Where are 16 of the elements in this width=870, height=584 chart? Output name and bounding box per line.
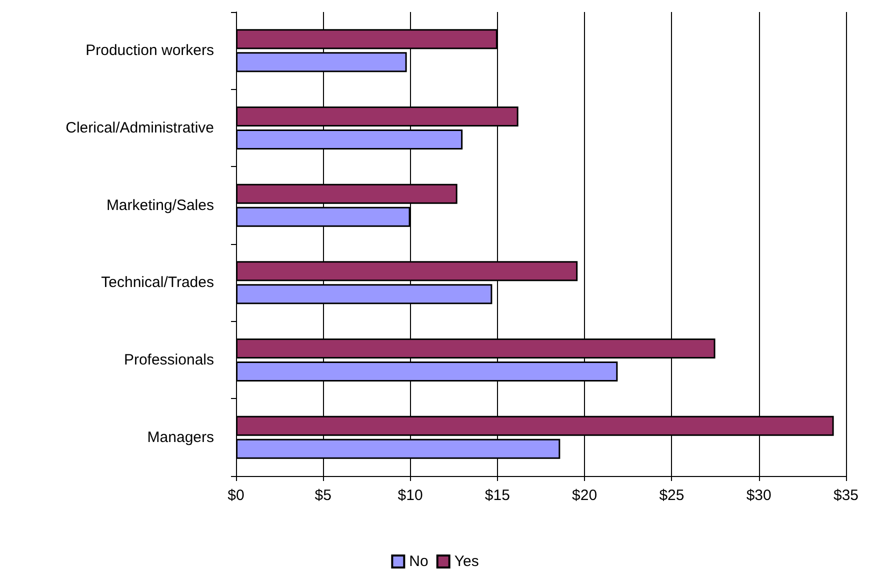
x-tick-label: $5 — [314, 487, 332, 504]
x-tick-label: $25 — [659, 487, 684, 504]
x-tick-label: $20 — [572, 487, 598, 504]
x-tick-label: $0 — [228, 487, 244, 504]
legend-label: Yes — [454, 553, 479, 570]
y-tick-label: Managers — [147, 428, 214, 446]
x-tick-label: $15 — [484, 487, 510, 504]
y-tick-label: Technical/Trades — [101, 274, 214, 292]
y-tick-label: Production workers — [86, 42, 214, 60]
y-tick-label: Marketing/Sales — [106, 196, 214, 214]
x-tick-label: $30 — [746, 487, 772, 504]
y-tick-label: Professionals — [124, 352, 214, 368]
y-tick-label: Clerical/Administrative — [66, 120, 214, 136]
legend-label: No — [409, 553, 428, 570]
x-tick-label: $35 — [833, 487, 859, 504]
x-tick-label: $10 — [398, 487, 423, 504]
